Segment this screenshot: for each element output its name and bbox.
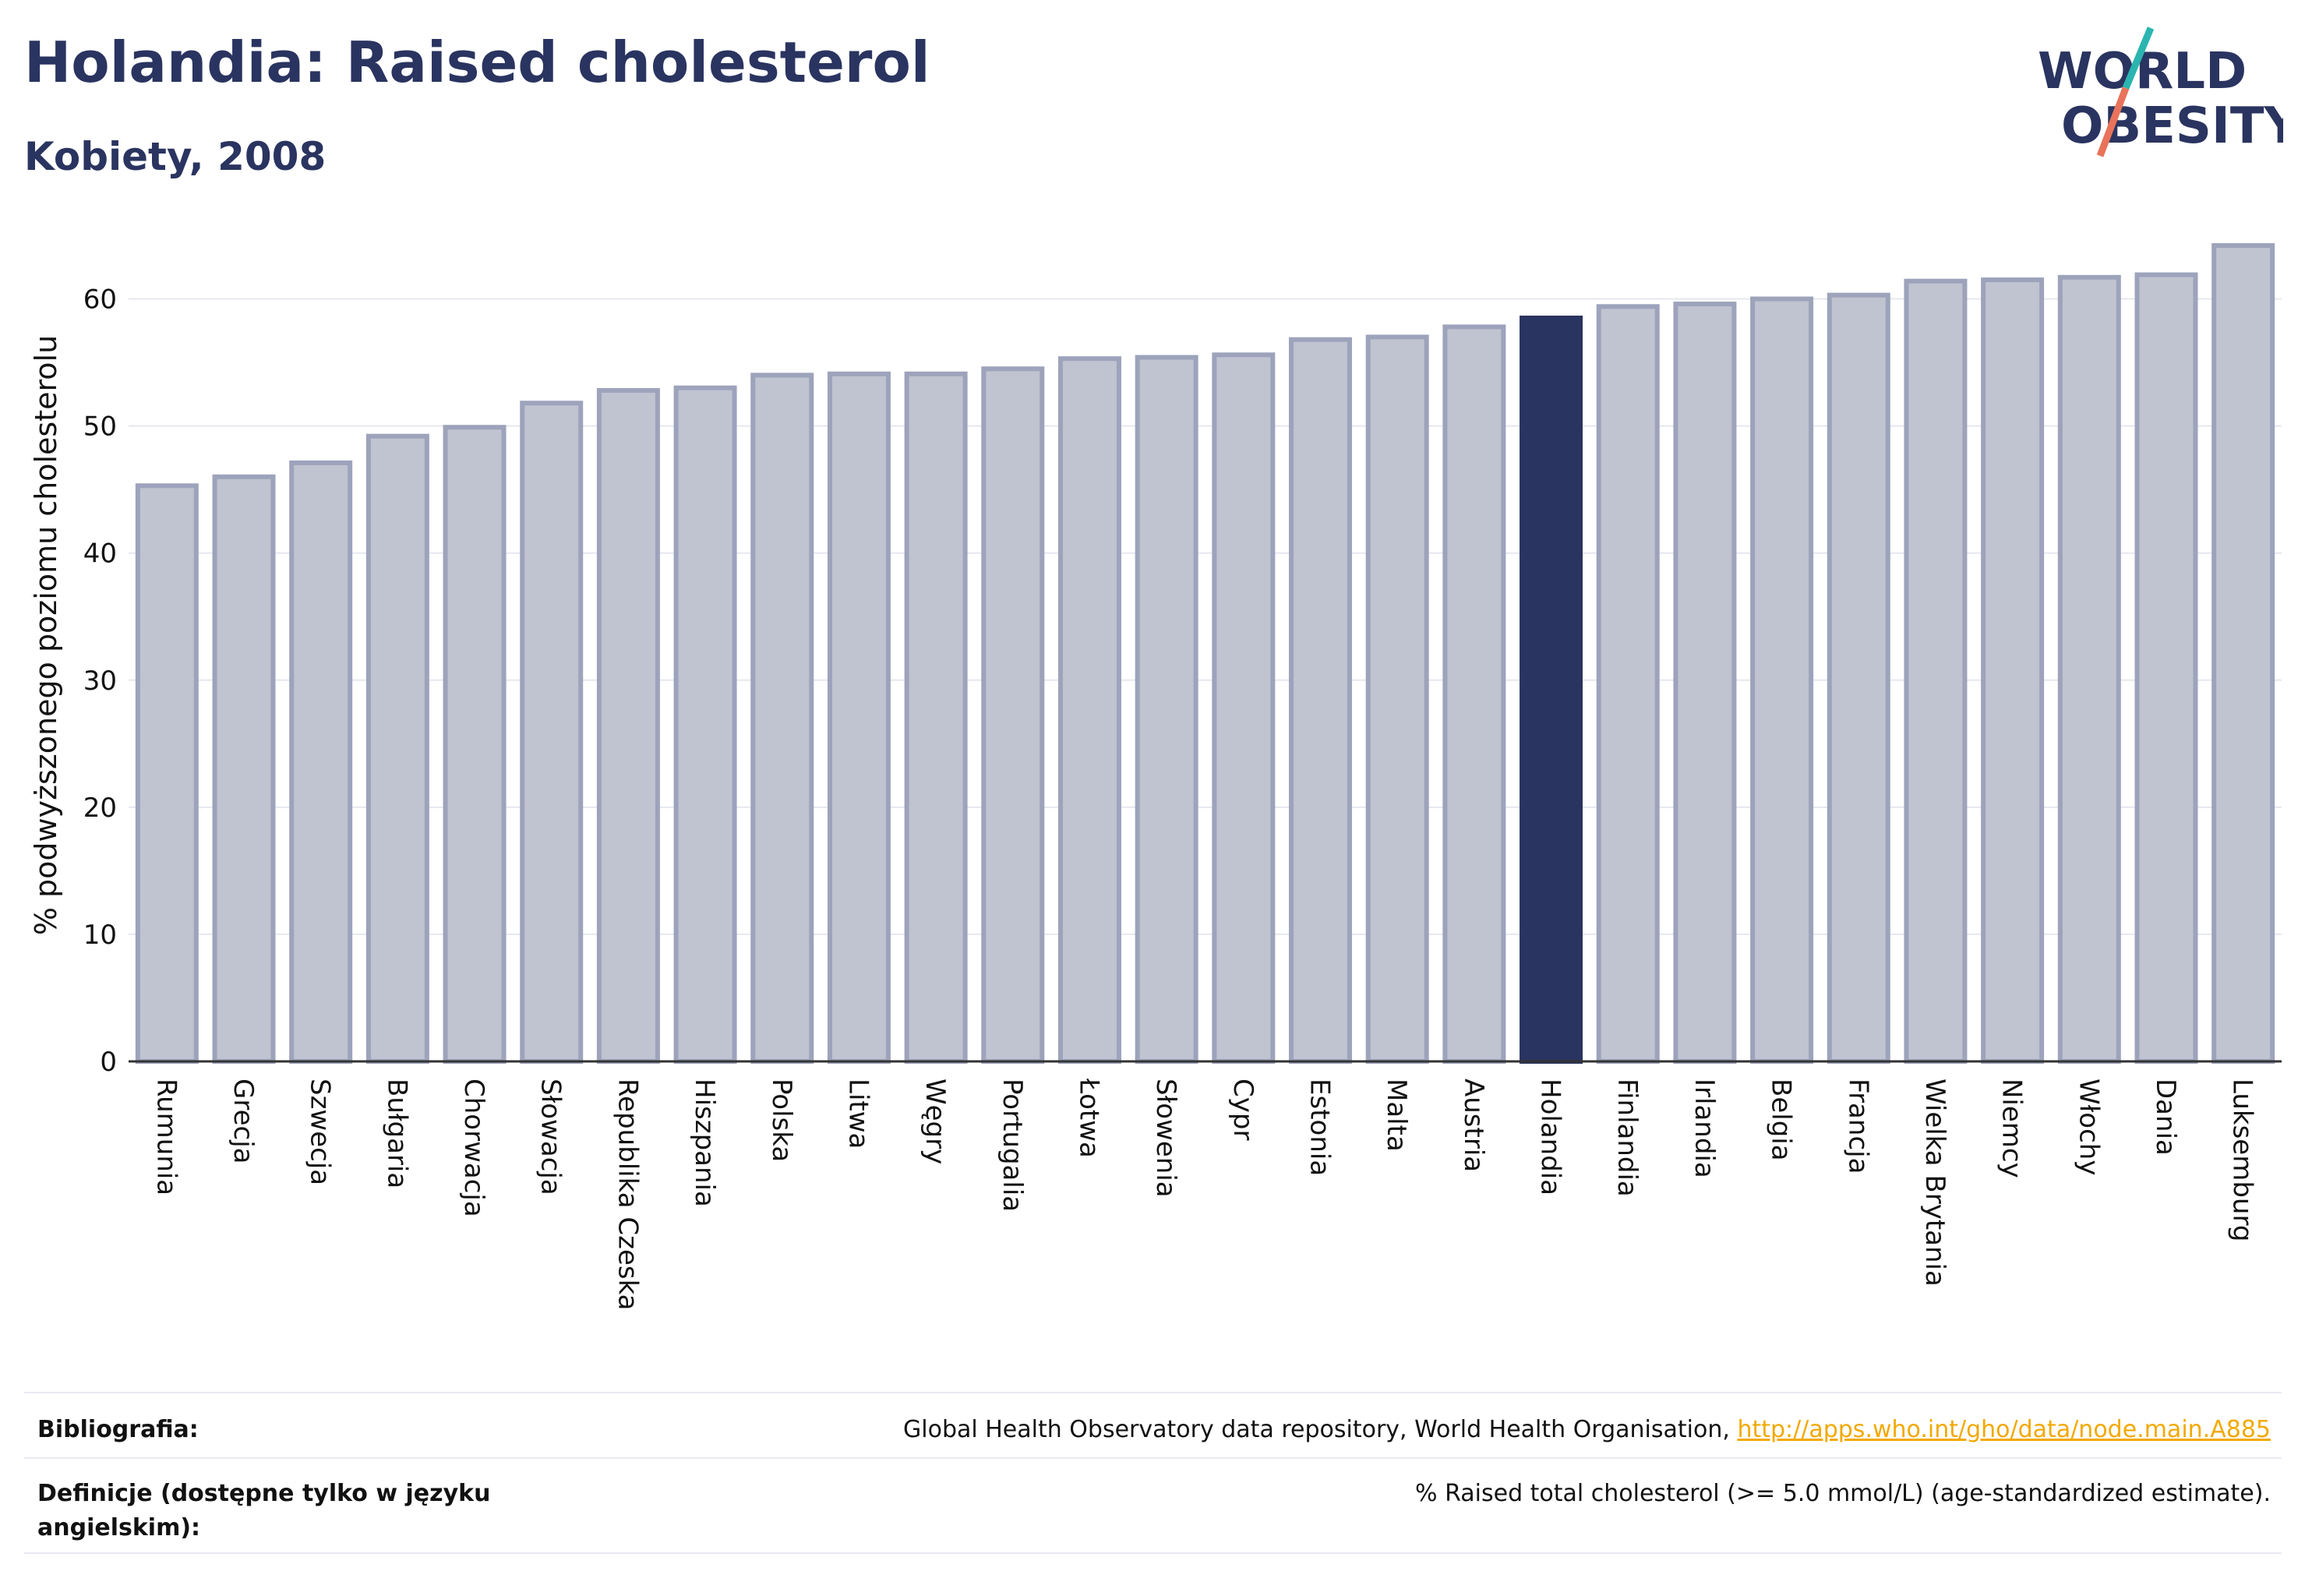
x-tick-label: Niemcy	[1996, 1079, 2028, 1178]
bibliography-value: Global Health Observatory data repositor…	[903, 1413, 2271, 1447]
bar-bułgaria	[365, 433, 429, 1064]
x-tick-label: Chorwacja	[458, 1079, 489, 1217]
y-tick-label: 30	[83, 666, 117, 697]
x-tick-label: Szwecja	[305, 1079, 336, 1185]
x-tick-label: Finlandia	[1611, 1079, 1643, 1197]
page-subtitle: Kobiety, 2008	[24, 134, 327, 179]
footer-divider	[24, 1552, 2282, 1554]
bar-finlandia	[1596, 304, 1660, 1065]
x-tick-label: Irlandia	[1689, 1079, 1720, 1178]
bar-chart: 0 10 20 30 40 50 60 Rumunia Grecja Szwecja Bułgar…	[29, 243, 2282, 1311]
logo-line2: OBESITY	[2061, 97, 2283, 155]
x-tick-label: Cypr	[1227, 1079, 1258, 1140]
bar-polska	[750, 373, 814, 1064]
x-tick-label: Polska	[766, 1079, 797, 1162]
bar-niemcy	[1981, 277, 2045, 1065]
bar-malta	[1365, 334, 1429, 1064]
x-tick-label: Rumunia	[150, 1079, 182, 1195]
bar-grecja	[212, 474, 276, 1064]
bar-chorwacja	[443, 425, 507, 1064]
x-tick-label: Węgry	[920, 1079, 951, 1164]
x-tick-label: Wielka Brytania	[1919, 1079, 1950, 1287]
bar-hiszpania	[673, 385, 737, 1064]
x-tick-label: Litwa	[842, 1079, 874, 1149]
y-axis-ticks: 0 10 20 30 40 50 60	[83, 284, 117, 1078]
bar-włochy	[2057, 274, 2121, 1065]
bar-łotwa	[1057, 356, 1121, 1064]
x-tick-label: Dania	[2150, 1079, 2181, 1156]
logo-slash-coral	[2096, 87, 2130, 157]
bibliography-text: Global Health Observatory data repositor…	[903, 1416, 1738, 1443]
bibliography-label: Bibliografia:	[37, 1416, 199, 1443]
bar-węgry	[904, 371, 968, 1064]
x-tick-label: Hiszpania	[689, 1079, 720, 1207]
bibliography-link[interactable]: http://apps.who.int/gho/data/node.main.A…	[1737, 1416, 2271, 1443]
x-tick-label: Słowenia	[1150, 1079, 1181, 1198]
bar-austria	[1442, 324, 1506, 1064]
bar-holandia	[1520, 316, 1583, 1064]
bars	[135, 243, 2275, 1065]
bar-belgia	[1750, 296, 1814, 1064]
x-tick-label: Estonia	[1304, 1079, 1336, 1176]
x-tick-label: Luksemburg	[2227, 1079, 2258, 1241]
definitions-value: % Raised total cholesterol (>= 5.0 mmol/…	[1415, 1480, 2271, 1507]
bar-republika-czeska	[596, 387, 660, 1064]
y-tick-label: 50	[83, 411, 117, 443]
x-tick-label: Francja	[1842, 1079, 1873, 1174]
bar-słowacja	[520, 401, 584, 1064]
bar-francja	[1827, 292, 1890, 1064]
bar-litwa	[827, 371, 891, 1064]
x-tick-label: Grecja	[228, 1079, 259, 1163]
world-obesity-logo: WORLD OBESITY	[2038, 26, 2283, 157]
bar-słowenia	[1135, 355, 1198, 1064]
bar-wielka-brytania	[1904, 278, 1968, 1064]
x-tick-label: Republika Czeska	[612, 1079, 643, 1311]
bar-estonia	[1289, 337, 1353, 1064]
bar-rumunia	[135, 483, 199, 1064]
x-axis-labels: Rumunia Grecja Szwecja Bułgaria Chorwacja Sło…	[150, 1078, 2257, 1311]
x-tick-label: Holandia	[1535, 1079, 1566, 1195]
bar-cypr	[1212, 352, 1276, 1064]
x-tick-label: Malta	[1381, 1079, 1412, 1152]
x-tick-label: Portugalia	[997, 1079, 1028, 1212]
x-tick-label: Belgia	[1766, 1079, 1797, 1161]
bar-luksemburg	[2211, 243, 2275, 1064]
y-tick-label: 0	[100, 1047, 117, 1078]
y-tick-label: 60	[83, 284, 117, 316]
bar-irlandia	[1673, 302, 1737, 1064]
footer-divider	[24, 1457, 2282, 1459]
bar-szwecja	[289, 460, 353, 1064]
y-tick-label: 40	[83, 538, 117, 570]
logo-slash-teal	[2122, 26, 2155, 90]
x-tick-label: Słowacja	[535, 1079, 567, 1195]
bar-dania	[2134, 272, 2198, 1064]
x-tick-label: Bułgaria	[381, 1079, 412, 1188]
footer-divider	[24, 1392, 2282, 1393]
x-tick-label: Włochy	[2073, 1079, 2104, 1175]
definitions-label: Definicje (dostępne tylko w języku angie…	[37, 1480, 491, 1541]
bar-portugalia	[981, 366, 1045, 1064]
y-axis-title: % podwyższonego poziomu cholesterolu	[29, 335, 63, 935]
x-tick-label: Austria	[1458, 1079, 1489, 1172]
y-tick-label: 20	[83, 793, 117, 824]
x-tick-label: Łotwa	[1073, 1078, 1104, 1158]
page-title: Holandia: Raised cholesterol	[24, 30, 930, 95]
y-tick-label: 10	[83, 920, 117, 951]
